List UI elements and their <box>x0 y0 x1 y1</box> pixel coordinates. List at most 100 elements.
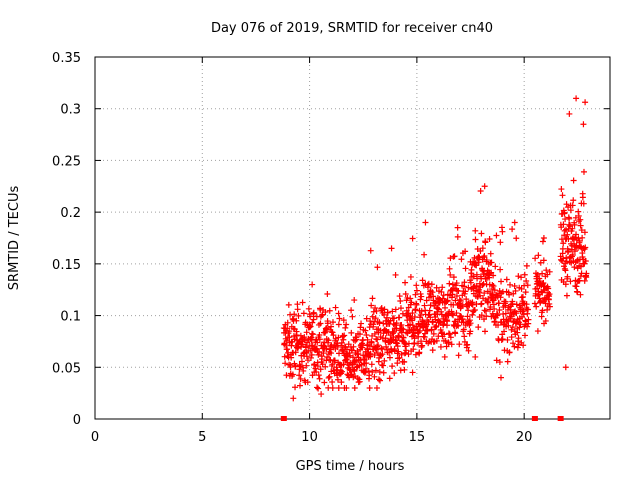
data-point <box>450 274 457 281</box>
data-point <box>348 347 355 354</box>
data-point <box>455 322 462 329</box>
data-point <box>415 340 422 347</box>
data-point <box>394 343 401 350</box>
data-point <box>348 307 355 314</box>
data-point <box>578 263 585 270</box>
data-point <box>576 237 583 244</box>
data-point <box>493 357 500 364</box>
data-point <box>309 281 316 288</box>
data-point <box>378 304 385 311</box>
data-point <box>434 305 441 312</box>
data-point <box>369 295 376 302</box>
data-point <box>524 306 531 313</box>
data-point <box>329 379 336 386</box>
data-point <box>369 369 376 376</box>
data-point <box>380 369 387 376</box>
data-point <box>471 306 478 313</box>
data-point <box>392 271 399 278</box>
data-point <box>309 319 316 326</box>
data-point <box>322 363 329 370</box>
data-point <box>511 219 518 226</box>
data-point <box>511 282 518 289</box>
data-point <box>501 328 508 335</box>
data-point <box>562 364 569 371</box>
data-point <box>300 367 307 374</box>
data-point <box>325 374 332 381</box>
data-point <box>423 297 430 304</box>
data-point <box>421 251 428 258</box>
data-point <box>563 201 570 208</box>
data-point <box>347 352 354 359</box>
data-point <box>409 322 416 329</box>
data-point <box>380 362 387 369</box>
data-point <box>378 345 385 352</box>
data-point <box>499 228 506 235</box>
data-point <box>330 332 337 339</box>
data-point <box>472 353 479 360</box>
data-point <box>429 289 436 296</box>
data-point <box>582 258 589 265</box>
data-point <box>510 340 517 347</box>
data-point <box>446 331 453 338</box>
data-point <box>398 321 405 328</box>
data-point <box>482 307 489 314</box>
data-point <box>350 354 357 361</box>
data-point <box>405 340 412 347</box>
data-point <box>362 327 369 334</box>
data-point <box>495 322 502 329</box>
data-point <box>396 333 403 340</box>
data-point <box>389 308 396 315</box>
data-point <box>351 384 358 391</box>
data-point <box>516 324 523 331</box>
data-point <box>378 361 385 368</box>
data-point <box>540 257 547 264</box>
data-point <box>307 323 314 330</box>
data-point <box>354 347 361 354</box>
data-point <box>458 256 465 263</box>
data-point <box>569 202 576 209</box>
data-point <box>493 232 500 239</box>
data-point <box>519 293 526 300</box>
data-point <box>475 324 482 331</box>
data-point <box>452 330 459 337</box>
data-point <box>537 298 544 305</box>
data-point <box>398 351 405 358</box>
data-point <box>579 234 586 241</box>
data-point <box>296 372 303 379</box>
data-point <box>518 285 525 292</box>
data-point <box>363 360 370 367</box>
data-point <box>369 313 376 320</box>
data-point <box>465 284 472 291</box>
data-point <box>474 288 481 295</box>
data-point <box>329 361 336 368</box>
y-tick-label: 0.35 <box>52 51 81 66</box>
y-tick-label: 0.05 <box>52 361 81 376</box>
data-point <box>319 311 326 318</box>
data-point <box>577 222 584 229</box>
plot-frame <box>94 56 611 420</box>
data-point <box>401 339 408 346</box>
data-point <box>340 317 347 324</box>
data-point <box>396 314 403 321</box>
data-point <box>356 378 363 385</box>
data-point <box>391 347 398 354</box>
data-point <box>453 310 460 317</box>
data-point <box>472 227 479 234</box>
data-point <box>351 297 358 304</box>
data-point <box>367 247 374 254</box>
data-point <box>418 308 425 315</box>
y-axis-label: SRMTID / TECUs <box>7 186 22 291</box>
data-point <box>449 311 456 318</box>
data-point <box>569 252 576 259</box>
data-point <box>464 341 471 348</box>
data-point <box>363 331 370 338</box>
data-point <box>502 298 509 305</box>
data-point <box>371 330 378 337</box>
data-point <box>452 297 459 304</box>
x-tick-label: 5 <box>198 430 206 445</box>
data-point <box>462 248 469 255</box>
data-point <box>317 366 324 373</box>
data-point <box>461 333 468 340</box>
data-point <box>291 311 298 318</box>
data-point <box>508 301 515 308</box>
